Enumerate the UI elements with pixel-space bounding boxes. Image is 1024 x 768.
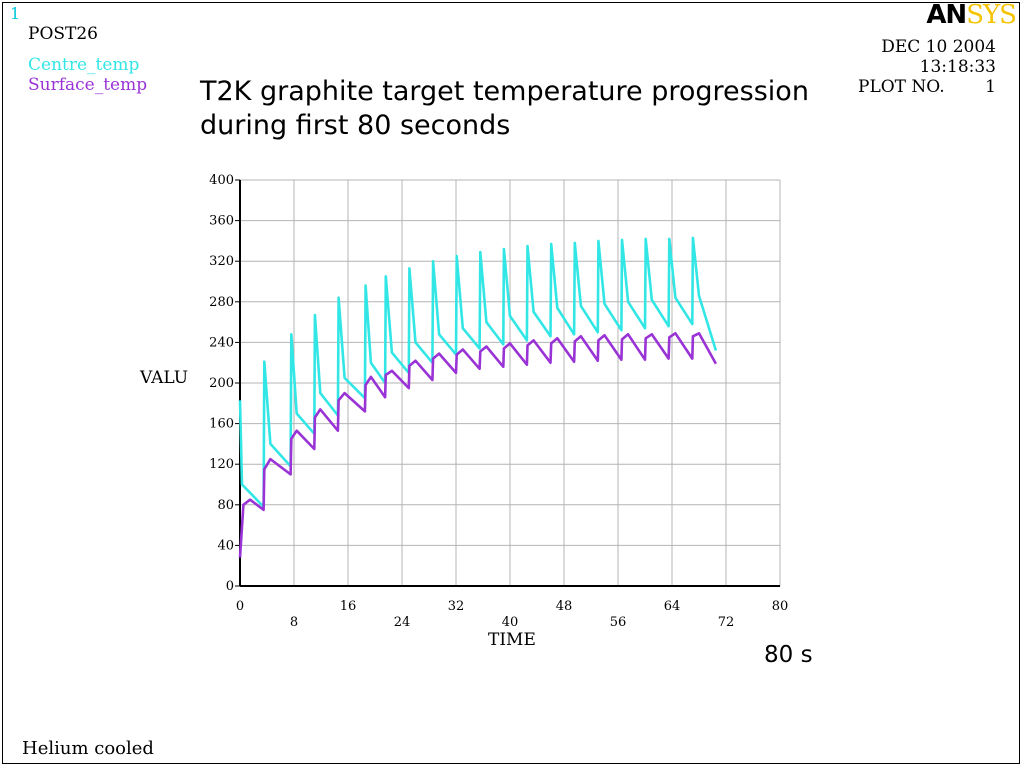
y-tick-label: 120 [209,457,234,472]
x-tick-label: 16 [340,599,357,614]
x-tick-label: 32 [448,599,465,614]
y-tick-label: 400 [209,173,234,188]
y-tick-label: 240 [209,335,234,350]
y-tick-label: 200 [209,376,234,391]
x-tick-label: 64 [664,599,681,614]
chart-title: T2K graphite target temperature progress… [200,76,809,107]
x-tick-label: 0 [236,599,244,614]
y-tick-label: 280 [209,295,234,310]
ansys-logo: ANSYS [926,0,1017,30]
y-tick-label: 320 [209,254,234,269]
x-tick-label: 72 [718,615,735,630]
grid [239,179,781,587]
plot-number-label: PLOT NO. [858,77,945,97]
tick-labels: 0 40 80 120 160 200 240 280 320 360 400 0 16 32 48 64 80… [209,173,788,630]
plot-number-value: 1 [985,77,996,97]
x-tick-label: 56 [610,615,627,630]
time-annotation: 80 s [764,642,813,668]
y-tick-label: 160 [209,417,234,432]
series-lines [238,236,718,558]
x-tick-label: 40 [502,615,519,630]
series-line-centre-temp [238,236,718,509]
legend-entry-surface-temp: Surface_temp [28,75,148,95]
x-tick-label: 80 [772,599,789,614]
y-tick-label: 0 [226,579,234,594]
series-line-surface-temp [238,331,718,558]
y-tick-label: 80 [217,498,234,513]
window-number: 1 [10,4,21,23]
post-label: POST26 [28,24,98,44]
y-axis-label: VALU [140,368,189,388]
footer-note: Helium cooled [22,738,154,759]
logo-an: AN [926,0,967,30]
logo-sys: SYS [966,0,1017,30]
legend-entry-centre-temp: Centre_temp [28,55,140,75]
x-tick-label: 24 [394,615,411,630]
plot-date: DEC 10 2004 [881,37,996,57]
chart-subtitle: during first 80 seconds [200,110,511,141]
x-tick-label: 48 [556,599,573,614]
y-tick-label: 40 [217,538,234,553]
y-tick-label: 360 [209,214,234,229]
x-tick-label: 8 [290,615,298,630]
axes [235,179,780,587]
x-axis-label: TIME [488,630,536,650]
plot-time: 13:18:33 [919,57,996,77]
